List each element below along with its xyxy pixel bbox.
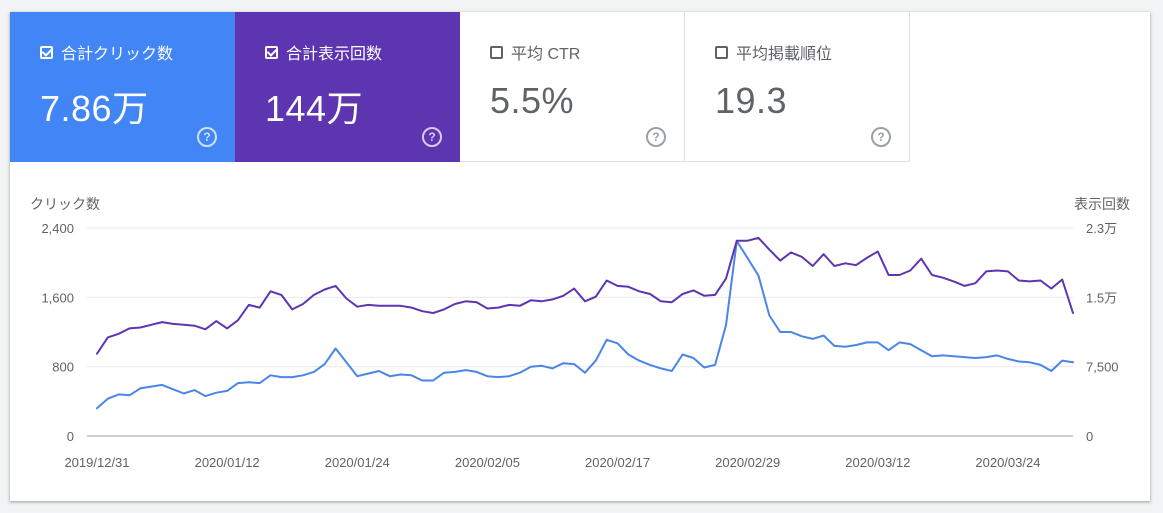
x-axis-tick-label: 2020/01/24 (325, 455, 390, 470)
x-axis-tick-label: 2020/02/05 (455, 455, 520, 470)
help-icon[interactable]: ? (646, 127, 666, 147)
right-axis-title: 表示回数 (1074, 196, 1130, 212)
checkbox-unchecked-icon[interactable] (715, 45, 728, 59)
x-axis-tick-label: 2020/02/29 (715, 455, 780, 470)
metric-label: 合計クリック数 (61, 46, 174, 63)
impressions-series-line (96, 236, 1074, 355)
help-icon[interactable]: ? (871, 127, 891, 147)
right-axis-tick-label: 7,500 (1086, 360, 1119, 375)
metric-value: 19.3 (715, 80, 788, 121)
left-axis-tick-label: 800 (52, 360, 74, 375)
x-axis-tick-label: 2020/01/12 (195, 455, 260, 470)
help-icon[interactable]: ? (197, 127, 217, 147)
x-axis-tick-label: 2020/02/17 (585, 455, 650, 470)
metric-card-total-clicks[interactable]: 合計クリック数 7.86万 ? (10, 12, 235, 162)
x-axis-tick-label: 2020/03/12 (845, 455, 910, 470)
help-icon[interactable]: ? (422, 127, 442, 147)
performance-panel: 合計クリック数 7.86万 ? 合計表示回数 144万 ? 平均 CTR 5.5… (10, 12, 1150, 501)
metric-value: 144万 (265, 88, 364, 129)
metric-label: 平均掲載順位 (736, 46, 833, 63)
left-axis-tick-label: 2,400 (41, 221, 74, 236)
metric-value: 5.5% (490, 80, 575, 121)
left-axis-tick-label: 1,600 (41, 290, 74, 305)
right-axis-tick-label: 1.5万 (1086, 290, 1117, 305)
x-axis-tick-label: 2019/12/31 (64, 455, 129, 470)
left-axis-title: クリック数 (30, 196, 100, 212)
x-axis-tick-label: 2020/03/24 (975, 455, 1040, 470)
metric-card-average-position[interactable]: 平均掲載順位 19.3 ? (685, 12, 910, 162)
left-axis-tick-label: 0 (67, 429, 74, 444)
performance-line-chart: 0 800 1,600 2,400 0 7,500 1.5万 2.3万 2019/12/31 20… (41, 221, 1119, 470)
clicks-series-line (96, 240, 1074, 410)
checkbox-checked-icon[interactable] (40, 45, 53, 59)
checkbox-checked-icon[interactable] (265, 45, 278, 59)
checkbox-unchecked-icon[interactable] (490, 45, 503, 59)
metric-label: 合計表示回数 (286, 46, 383, 63)
right-axis-tick-label: 0 (1086, 429, 1093, 444)
metric-card-total-impressions[interactable]: 合計表示回数 144万 ? (235, 12, 460, 162)
metric-card-average-ctr[interactable]: 平均 CTR 5.5% ? (460, 12, 685, 162)
metric-value: 7.86万 (40, 88, 149, 129)
metric-label: 平均 CTR (511, 46, 581, 63)
metric-cards: 合計クリック数 7.86万 ? 合計表示回数 144万 ? 平均 CTR 5.5… (10, 12, 910, 162)
right-axis-tick-label: 2.3万 (1086, 221, 1117, 236)
